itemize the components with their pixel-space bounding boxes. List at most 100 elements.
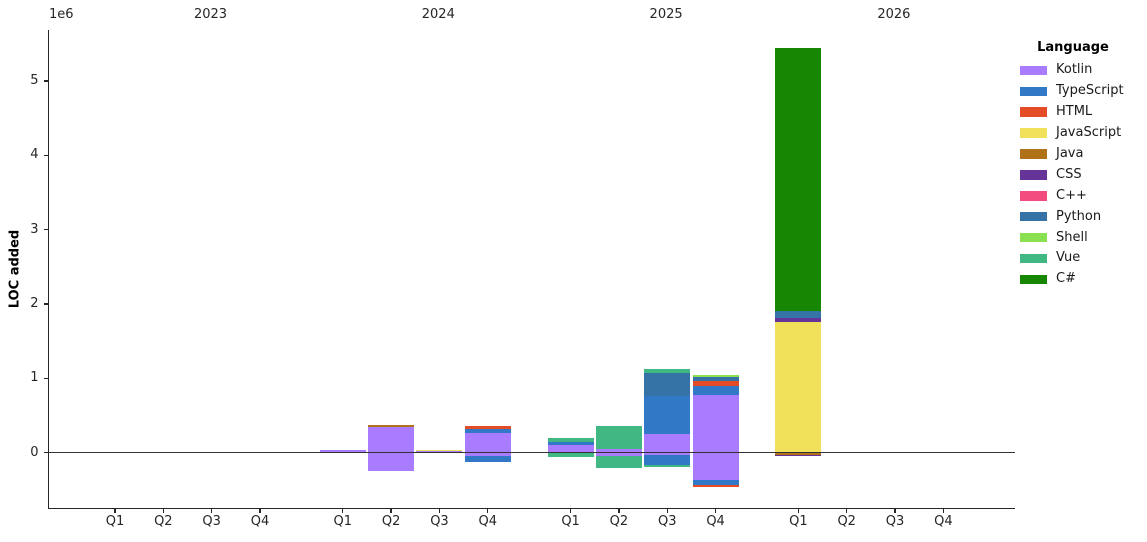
legend-label-kotlin: Kotlin xyxy=(1056,62,1093,78)
legend-entry-python: Python xyxy=(1014,206,1140,227)
legend-swatch-c xyxy=(1020,274,1047,285)
y-tick-mark xyxy=(43,154,48,157)
x-tick-label-2023-q2: Q2 xyxy=(154,514,173,529)
bar-segment-2025-q2-kotlin-neg xyxy=(595,452,642,457)
legend-entry-html: HTML xyxy=(1014,102,1140,123)
x-tick-label-2024-q2: Q2 xyxy=(381,514,401,529)
legend-swatch-vue xyxy=(1020,253,1047,264)
bar-segment-2024-q2-kotlin-neg xyxy=(368,452,415,471)
x-tick-label-2025-q4: Q4 xyxy=(706,514,725,529)
x-axis-spine xyxy=(48,507,1015,509)
x-tick-mark xyxy=(942,508,945,514)
legend-entry-shell: Shell xyxy=(1014,227,1140,248)
legend-label-css: CSS xyxy=(1056,166,1082,182)
legend-entry-c: C# xyxy=(1014,269,1140,290)
bar-segment-2025-q3-kotlin-neg xyxy=(644,452,691,455)
bar-segment-2025-q2-vue xyxy=(595,425,642,450)
legend-label-typescript: TypeScript xyxy=(1056,83,1124,99)
x-tick-label-2023-q3: Q3 xyxy=(202,514,221,529)
bar-segment-2026-q1-c xyxy=(775,48,822,312)
bar-segment-2025-q1-kotlin xyxy=(547,444,594,453)
y-tick-mark xyxy=(43,452,48,454)
bar-segment-2025-q2-kotlin xyxy=(595,449,642,453)
y-tick-label: 2 xyxy=(30,296,39,312)
legend-label-vue: Vue xyxy=(1056,250,1081,266)
zero-baseline xyxy=(48,452,1015,454)
x-tick-mark xyxy=(390,508,392,514)
bar-segment-2025-q4-typescript-neg xyxy=(692,480,739,486)
x-tick-mark xyxy=(438,508,441,514)
legend-entry-css: CSS xyxy=(1014,164,1140,185)
year-label-2025: 2025 xyxy=(649,7,683,22)
legend-swatch-javascript xyxy=(1020,128,1047,138)
legend-label-shell: Shell xyxy=(1056,229,1088,245)
legend-label-html: HTML xyxy=(1056,104,1093,120)
legend-swatch-java xyxy=(1020,149,1047,159)
bar-segment-2025-q1-typescript xyxy=(547,441,594,445)
y-tick-label: 3 xyxy=(30,221,39,237)
legend-entry-javascript: JavaScript xyxy=(1014,123,1140,144)
legend-entry-vue: Vue xyxy=(1014,248,1140,269)
legend-swatch-typescript xyxy=(1020,86,1047,97)
legend-swatch-css xyxy=(1020,170,1047,180)
bar-segment-2026-q1-css-neg xyxy=(775,454,822,457)
y-tick-label: 5 xyxy=(30,73,39,89)
x-tick-mark xyxy=(342,508,344,514)
y-tick-label: 0 xyxy=(30,444,39,460)
y-tick-mark xyxy=(43,377,48,380)
bar-segment-2025-q3-typescript-neg xyxy=(644,454,691,465)
legend-entries: Kotlin TypeScript HTML JavaScript Java CSS C++… xyxy=(1014,60,1140,290)
x-tick-mark xyxy=(714,508,717,514)
y-tick-label: 4 xyxy=(30,147,39,163)
x-tick-label-2025-q2: Q2 xyxy=(609,514,629,529)
bar-segment-2024-q2-kotlin xyxy=(368,426,415,453)
bar-segment-2025-q2-vue-neg xyxy=(595,456,642,469)
x-tick-mark xyxy=(259,508,261,514)
legend-swatch-c xyxy=(1020,191,1047,201)
bar-segment-2024-q4-kotlin xyxy=(464,433,511,453)
year-label-2023: 2023 xyxy=(193,7,228,22)
x-tick-label-2026-q3: Q3 xyxy=(885,514,905,529)
legend-entry-typescript: TypeScript xyxy=(1014,81,1140,102)
legend-label-c: C# xyxy=(1056,271,1076,287)
bar-segment-2026-q1-python xyxy=(775,311,822,319)
x-tick-mark xyxy=(569,508,572,514)
y-tick-label: 1 xyxy=(30,370,39,386)
x-tick-label-2024-q4: Q4 xyxy=(478,514,498,529)
legend-swatch-kotlin xyxy=(1020,65,1047,76)
x-tick-label-2025-q1: Q1 xyxy=(561,514,580,529)
legend-swatch-shell xyxy=(1020,232,1047,243)
bar-segment-2025-q4-kotlin-neg xyxy=(692,452,739,481)
legend-entry-c: C++ xyxy=(1014,185,1140,206)
x-tick-mark xyxy=(114,508,116,514)
legend-label-c: C++ xyxy=(1056,187,1087,203)
x-tick-label-2024-q3: Q3 xyxy=(430,514,449,529)
bar-segment-2025-q4-html-neg xyxy=(692,485,739,488)
bar-segment-2024-q3-javascript xyxy=(416,449,463,452)
bar-segment-2025-q4-kotlin xyxy=(692,395,739,453)
legend: Language Kotlin TypeScript HTML JavaScript J… xyxy=(1014,40,1140,290)
x-tick-mark xyxy=(162,508,164,514)
y-tick-mark xyxy=(43,229,48,231)
bar-segment-2024-q4-html xyxy=(464,426,511,429)
year-label-2024: 2024 xyxy=(421,7,455,22)
x-tick-mark xyxy=(797,508,800,514)
x-tick-mark xyxy=(487,508,489,514)
legend-entry-kotlin: Kotlin xyxy=(1014,60,1140,81)
bar-segment-2026-q1-java-neg xyxy=(775,452,822,455)
x-tick-mark xyxy=(618,508,620,514)
bar-segment-2024-q4-kotlin-neg xyxy=(464,452,511,457)
x-tick-label-2026-q2: Q2 xyxy=(837,514,856,529)
bar-segment-2025-q3-vue xyxy=(644,368,691,373)
y-tick-mark xyxy=(43,80,48,82)
bar-segment-2025-q3-typescript xyxy=(644,395,691,435)
x-tick-label-2026-q4: Q4 xyxy=(934,514,953,529)
y-axis-spine xyxy=(48,30,50,509)
legend-label-java: Java xyxy=(1056,146,1084,161)
bar-segment-2025-q4-typescript xyxy=(692,386,739,396)
bar-segment-2025-q4-shell xyxy=(692,374,739,377)
bar-segment-2025-q3-kotlin xyxy=(644,434,691,453)
legend-swatch-html xyxy=(1020,107,1047,117)
